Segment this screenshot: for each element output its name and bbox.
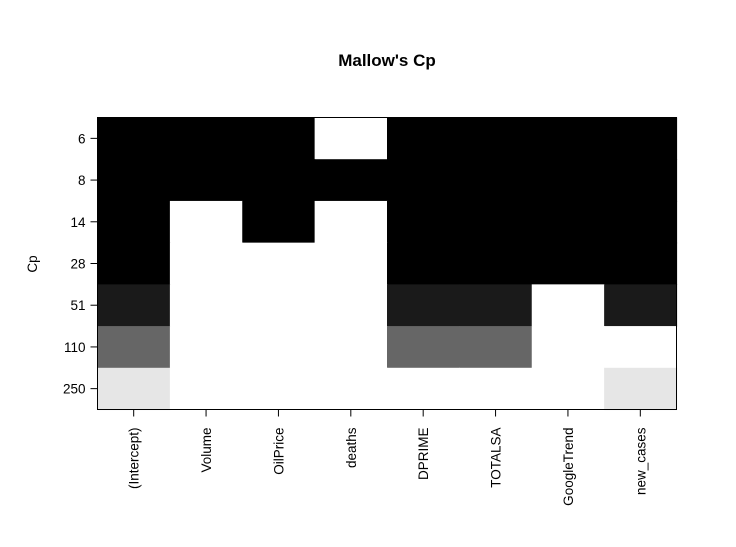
heatmap-cell: [459, 117, 533, 160]
heatmap-cell: [531, 117, 605, 160]
heatmap-cell: [169, 200, 243, 244]
heatmap-cell: [531, 159, 605, 202]
x-tick-label: DPRIME: [416, 428, 431, 481]
heatmap-cell: [242, 326, 316, 369]
heatmap-cell: [387, 367, 460, 411]
y-tick-label: 28: [70, 257, 85, 272]
heatmap-cell: [97, 200, 171, 244]
chart-title: Mallow's Cp: [338, 51, 436, 70]
heatmap-cell: [459, 200, 533, 244]
x-tick-label: new_cases: [633, 427, 648, 495]
x-tick-label: GoogleTrend: [561, 428, 576, 506]
heatmap-cell: [314, 326, 388, 369]
heatmap-cell: [242, 284, 316, 327]
x-tick-label: TOTALSA: [489, 428, 504, 488]
x-tick-label: deaths: [344, 427, 359, 468]
heatmap-cell: [314, 117, 388, 160]
heatmap-cell: [387, 284, 460, 327]
heatmap-cell: [97, 242, 171, 285]
heatmap-cell: [531, 367, 605, 411]
x-tick-label: Volume: [199, 428, 214, 473]
heatmap-cell: [459, 284, 533, 327]
heatmap-cell: [531, 242, 605, 285]
heatmap-cell: [387, 200, 460, 244]
heatmap-cell: [97, 326, 171, 369]
heatmap-cell: [531, 284, 605, 327]
heatmap-cell: [97, 367, 171, 411]
heatmap-cell: [604, 242, 678, 285]
y-tick-label: 6: [78, 131, 86, 146]
heatmap-cell: [169, 159, 243, 202]
heatmap-cell: [97, 159, 171, 202]
heatmap-cell: [387, 117, 460, 160]
heatmap-cell: [169, 284, 243, 327]
y-tick-label: 250: [63, 382, 86, 397]
heatmap-cell: [242, 159, 316, 202]
x-tick-label: (Intercept): [127, 428, 142, 490]
heatmap-cell: [169, 117, 243, 160]
heatmap-cell: [604, 326, 678, 369]
x-axis: (Intercept) Volume OilPrice deaths DPRIME TOT…: [127, 409, 648, 506]
heatmap-cell: [604, 117, 678, 160]
heatmap-cell: [604, 200, 678, 244]
heatmap-cell: [242, 200, 316, 244]
heatmap-cell: [242, 367, 316, 411]
heatmap-cell: [97, 117, 171, 160]
heatmap-cell: [531, 200, 605, 244]
heatmap-cell: [169, 367, 243, 411]
heatmap-cell: [459, 367, 533, 411]
y-axis-label: Cp: [25, 255, 40, 272]
heatmap-cell: [169, 242, 243, 285]
heatmap-cell: [604, 284, 678, 327]
x-tick-label: OilPrice: [271, 428, 286, 475]
y-tick-label: 8: [78, 173, 86, 188]
heatmap-cell: [459, 242, 533, 285]
heatmap-cell: [459, 159, 533, 202]
heatmap-cell: [242, 117, 316, 160]
heatmap-cell: [604, 367, 678, 411]
heatmap-cells: [97, 117, 678, 411]
heatmap-cell: [459, 326, 533, 369]
y-tick-label: 110: [64, 340, 86, 355]
heatmap-cell: [97, 284, 171, 327]
heatmap-cell: [387, 326, 460, 369]
heatmap-cell: [314, 367, 388, 411]
heatmap-cell: [169, 326, 243, 369]
heatmap-cell: [314, 284, 388, 327]
heatmap-cell: [314, 200, 388, 244]
y-tick-label: 51: [70, 298, 85, 313]
heatmap-cell: [242, 242, 316, 285]
heatmap-cell: [387, 159, 460, 202]
heatmap-cell: [387, 242, 460, 285]
heatmap-cell: [314, 242, 388, 285]
heatmap-cell: [604, 159, 678, 202]
heatmap-cell: [531, 326, 605, 369]
y-tick-label: 14: [70, 215, 86, 230]
y-axis: 6 8 14 28 51 110 250: [63, 131, 98, 397]
heatmap-cell: [314, 159, 388, 202]
